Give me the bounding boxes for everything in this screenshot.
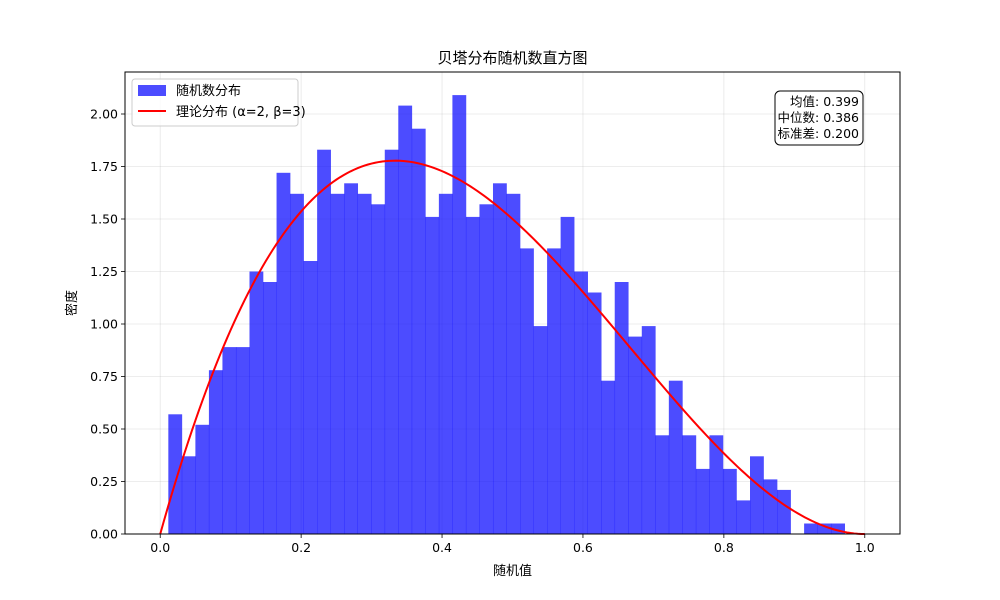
x-tick-label: 0.0 [150,540,170,555]
x-tick-label: 0.2 [291,540,311,555]
histogram-bar [425,216,440,534]
y-tick-label: 1.00 [90,317,118,332]
stats-std: 标准差: 0.200 [778,126,860,141]
histogram-bar [614,282,629,534]
histogram-bar [682,435,697,534]
x-tick-label: 0.8 [714,540,734,555]
y-tick-label: 1.50 [90,212,118,227]
legend-box [131,78,299,127]
histogram-bar [750,456,764,534]
histogram-bar [628,336,643,534]
histogram-bar [398,105,413,534]
y-tick-label: 1.75 [90,159,118,174]
legend: 随机数分布 理论分布 (α=2, β=3) [131,78,306,127]
histogram-bar [371,204,386,535]
histogram-bar [601,380,616,534]
histogram-bar [290,193,304,535]
y-tick-label: 0.00 [90,527,118,542]
x-tick-label: 0.6 [573,540,593,555]
histogram-bar [317,149,331,534]
stats-mean: 均值: 0.399 [790,94,859,109]
x-axis-label: 随机值 [493,563,532,579]
histogram-bar [520,248,534,534]
histogram-bar [276,172,291,535]
histogram-bar [222,347,237,534]
histogram-bars [168,95,845,535]
histogram-bar [465,216,480,534]
stats-box-frame [774,90,864,146]
histogram-bar [263,282,277,534]
stats-box: 均值: 0.399 中位数: 0.386 标准差: 0.200 [774,90,864,146]
histogram-bar [235,347,250,534]
histogram-bar [587,292,602,534]
y-tick-label: 0.25 [90,474,118,489]
histogram-bar [506,193,521,535]
chart-title: 贝塔分布随机数直方图 [437,49,587,67]
histogram-bar [452,95,467,534]
histogram-bar [195,424,210,534]
histogram-bar [547,248,561,534]
theoretical-curve [159,159,865,535]
plot-frame [124,71,901,535]
legend-histogram-swatch [138,85,166,96]
y-tick-label: 0.75 [90,369,118,384]
histogram-bar [249,271,264,534]
histogram-bar [695,468,710,534]
histogram-bar [574,271,588,534]
histogram-bar [303,261,318,534]
x-tick-label: 0.4 [432,540,452,555]
histogram-bar [763,479,778,534]
histogram-bar [208,370,223,534]
histogram-bar [736,500,751,534]
histogram-bar [181,456,196,534]
x-tick-label: 1.0 [855,540,875,555]
histogram-bar [655,435,670,534]
histogram-bar [479,204,494,535]
histogram-bar [357,193,372,535]
histogram-bar [722,468,737,534]
histogram-bar [168,414,183,534]
histogram-bar [344,183,359,535]
histogram-bar [641,326,656,534]
histogram-bar [560,216,575,534]
histogram-bar [411,128,426,534]
stats-median: 中位数: 0.386 [778,110,860,125]
y-tick-label: 0.50 [90,422,118,437]
histogram-bar [492,183,507,535]
y-axis-ticks: 0.00 0.25 0.50 0.75 1.00 1.25 1.50 1.75 2.00 [90,107,125,542]
y-axis-label: 密度 [64,290,80,316]
histogram-bar [831,523,845,534]
histogram-bar [804,523,818,534]
legend-histogram-label: 随机数分布 [176,84,241,99]
histogram-bar [668,380,683,534]
x-axis-ticks: 0.0 0.2 0.4 0.6 0.8 1.0 [150,534,875,555]
histogram-bar [330,193,345,535]
y-tick-label: 1.25 [90,264,118,279]
histogram-bar [438,193,453,535]
histogram-bar [777,489,791,534]
histogram-bar [533,326,548,534]
y-tick-label: 2.00 [90,107,118,122]
legend-curve-label: 理论分布 (α=2, β=3) [176,105,306,120]
histogram-bar [817,523,832,534]
histogram-bar [384,149,399,534]
histogram-bar [709,435,724,534]
